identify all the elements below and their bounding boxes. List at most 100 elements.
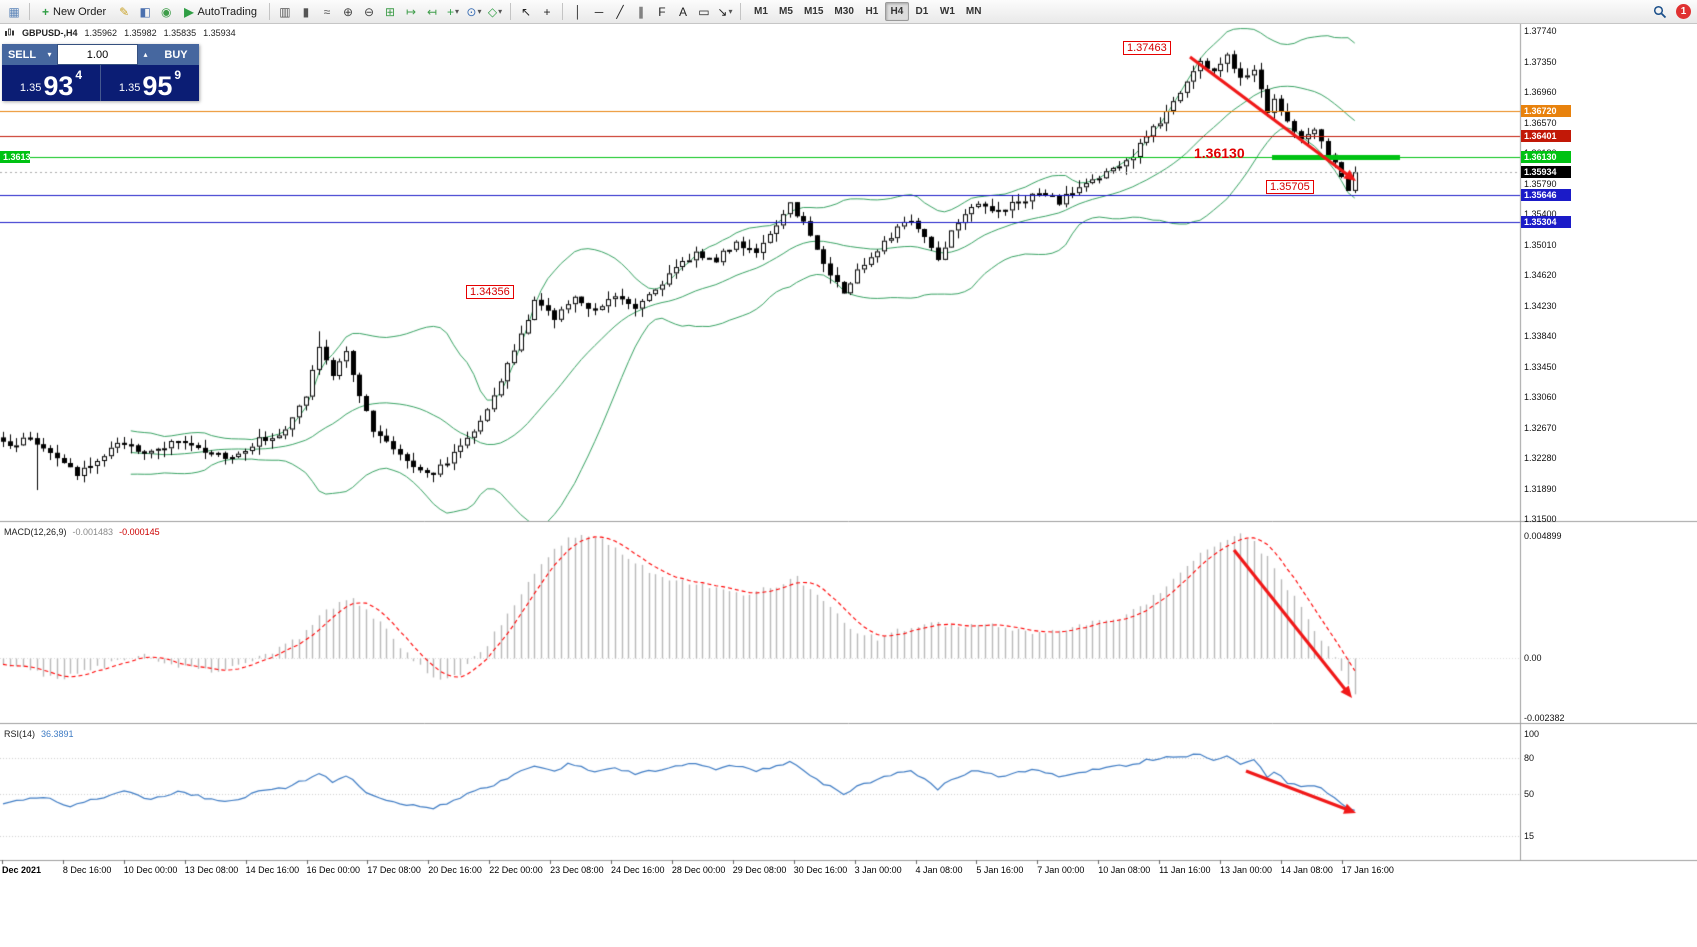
price-level-badge: 1.36130 [1521,150,1571,163]
rsi-indicator-label: RSI(14) 36.3891 [4,729,74,739]
timeframe-m5[interactable]: M5 [779,6,793,17]
market-watch-icon[interactable]: ◧ [135,2,155,22]
price-annotation[interactable]: 1.35705 [1266,180,1314,194]
timeframe-h4[interactable]: H4 [884,2,909,21]
chart-canvas[interactable] [0,24,1697,947]
sell-button[interactable]: SELL [2,44,42,65]
price-annotation[interactable]: 1.36130 [1194,145,1245,161]
new-chart-icon-glyph: ▦ [8,4,20,19]
price-axis-label: 1.33450 [1524,361,1557,372]
macd-axis-label: 0.004899 [1524,531,1562,541]
rsi-axis-label: 100 [1524,729,1540,739]
toolbar-buttons-group: ▦ + New Order ✎ ◧ ◉ ▶ AutoTrading ▥ ▮ ≈ ⊕ ⊖ ⊞ ↦ ↤ + ▾ ⊙ ▾ ◇ ▾… [4,2,745,22]
time-axis-label: 11 Jan 16:00 [1159,865,1211,875]
zoom-in-icon[interactable]: ⊕ [338,2,358,22]
notifications-badge[interactable]: 1 [1676,4,1691,19]
price-level-badge: 1.35304 [1521,215,1571,228]
templates-icon[interactable]: ◇ ▾ [485,2,505,22]
low-value: 1.35835 [163,28,197,38]
periods-icon-glyph: ⊙ [466,4,477,19]
auto-scroll-icon[interactable]: ↦ [401,2,421,22]
timeframe-m30[interactable]: M30 [834,6,854,17]
bar-chart-icon[interactable]: ▥ [275,2,295,22]
chart-shift-icon[interactable]: ↤ [422,2,442,22]
candlestick-chart-icon[interactable]: ▮ [296,2,316,22]
time-axis-label: 5 Jan 16:00 [976,865,1024,875]
indicators-icon-glyph: + [446,4,454,19]
metaeditor-icon[interactable]: ✎ [114,2,134,22]
tile-windows-icon[interactable]: ⊞ [380,2,400,22]
crosshair-icon[interactable]: + [537,2,557,22]
buy-price-big: 95 [142,71,173,102]
sell-price-big: 93 [43,71,74,102]
timeframe-m1[interactable]: M1 [754,6,768,17]
one-click-trading-panel: SELL ▾ 1.00 ▴ BUY 1.35 93 4 1.35 95 9 [2,44,199,101]
horizontal-line-icon[interactable]: ─ [589,2,609,22]
new-order-button[interactable]: + New Order [35,2,113,22]
shapes-icon[interactable]: ▭ [694,2,714,22]
vertical-line-icon[interactable]: │ [568,2,588,22]
sell-price-sup: 4 [75,68,83,82]
timeframe-d1[interactable]: D1 [915,6,929,17]
timeframe-w1[interactable]: W1 [939,6,955,17]
buy-button[interactable]: BUY [153,44,199,65]
open-value: 1.35962 [84,28,118,38]
arrow-objects-icon[interactable]: ↘ ▾ [715,2,735,22]
search-icon[interactable] [1650,2,1670,22]
time-axis-label: 17 Jan 16:00 [1341,865,1394,875]
macd-value: -0.001483 [72,527,114,537]
price-annotation[interactable]: 1.37463 [1123,41,1171,55]
toolbar-separator [739,3,741,20]
price-axis-label: 1.35010 [1524,239,1557,250]
new-order-button-label: New Order [53,5,107,18]
price-annotation[interactable]: 1.34356 [466,285,514,299]
candlestick-chart-icon-glyph: ▮ [302,4,310,19]
price-axis-label: 1.32670 [1524,422,1557,433]
toolbar-separator [29,3,30,20]
toolbar-right-group: 1 [1650,2,1693,22]
time-axis-label: Dec 2021 [2,865,42,875]
timeframe-m15[interactable]: M15 [803,6,824,17]
dropdown-caret-icon: ▾ [498,7,503,16]
time-axis-label: 13 Dec 08:00 [184,865,239,875]
time-axis-label: 30 Dec 16:00 [793,865,848,875]
new-chart-icon[interactable]: ▦ [4,2,24,22]
cursor-icon[interactable]: ↖ [516,2,536,22]
autotrading-glyph: ▶ [184,4,194,19]
navigator-icon[interactable]: ◉ [156,2,176,22]
symbol-timeframe-label: GBPUSD-,H4 [22,28,78,38]
sell-price-small: 1.35 [19,82,42,94]
text-label-icon-glyph: A [678,4,687,19]
timeframe-mn[interactable]: MN [965,6,982,17]
volume-increment-button[interactable]: ▴ [138,44,153,65]
time-axis-label: 10 Jan 08:00 [1098,865,1151,875]
arrow-objects-icon-glyph: ↘ [717,4,728,19]
volume-input[interactable]: 1.00 [57,44,138,65]
volume-decrement-button[interactable]: ▾ [42,44,57,65]
trade-panel-prices-row: 1.35 93 4 1.35 95 9 [2,65,199,101]
sell-price-button[interactable]: 1.35 93 4 [2,65,100,101]
templates-icon-glyph: ◇ [487,4,498,19]
zoom-out-icon[interactable]: ⊖ [359,2,379,22]
buy-price-button[interactable]: 1.35 95 9 [100,65,199,101]
macd-signal-value: -0.000145 [119,527,160,537]
chart-shift-icon-glyph: ↤ [426,4,437,19]
time-axis-label: 13 Jan 00:00 [1220,865,1273,875]
price-axis-label: 1.32280 [1524,453,1557,463]
fibonacci-icon[interactable]: F [652,2,672,22]
time-axis-label: 7 Jan 00:00 [1037,865,1085,875]
timeframe-h1[interactable]: H1 [865,6,879,17]
periods-icon[interactable]: ⊙ ▾ [464,2,484,22]
line-chart-icon[interactable]: ≈ [317,2,337,22]
time-axis-label: 8 Dec 16:00 [62,865,112,875]
price-axis-label: 1.35400 [1524,209,1557,219]
trendline-icon[interactable]: ╱ [610,2,630,22]
trendline-icon-glyph: ╱ [616,4,624,19]
time-axis-label: 23 Dec 08:00 [550,865,604,875]
price-axis-label: 1.34620 [1524,270,1557,280]
indicators-icon[interactable]: + ▾ [443,2,463,22]
equidistant-channel-icon[interactable]: ∥ [631,2,651,22]
autotrading-button[interactable]: ▶ AutoTrading [177,2,264,22]
text-label-icon[interactable]: A [673,2,693,22]
